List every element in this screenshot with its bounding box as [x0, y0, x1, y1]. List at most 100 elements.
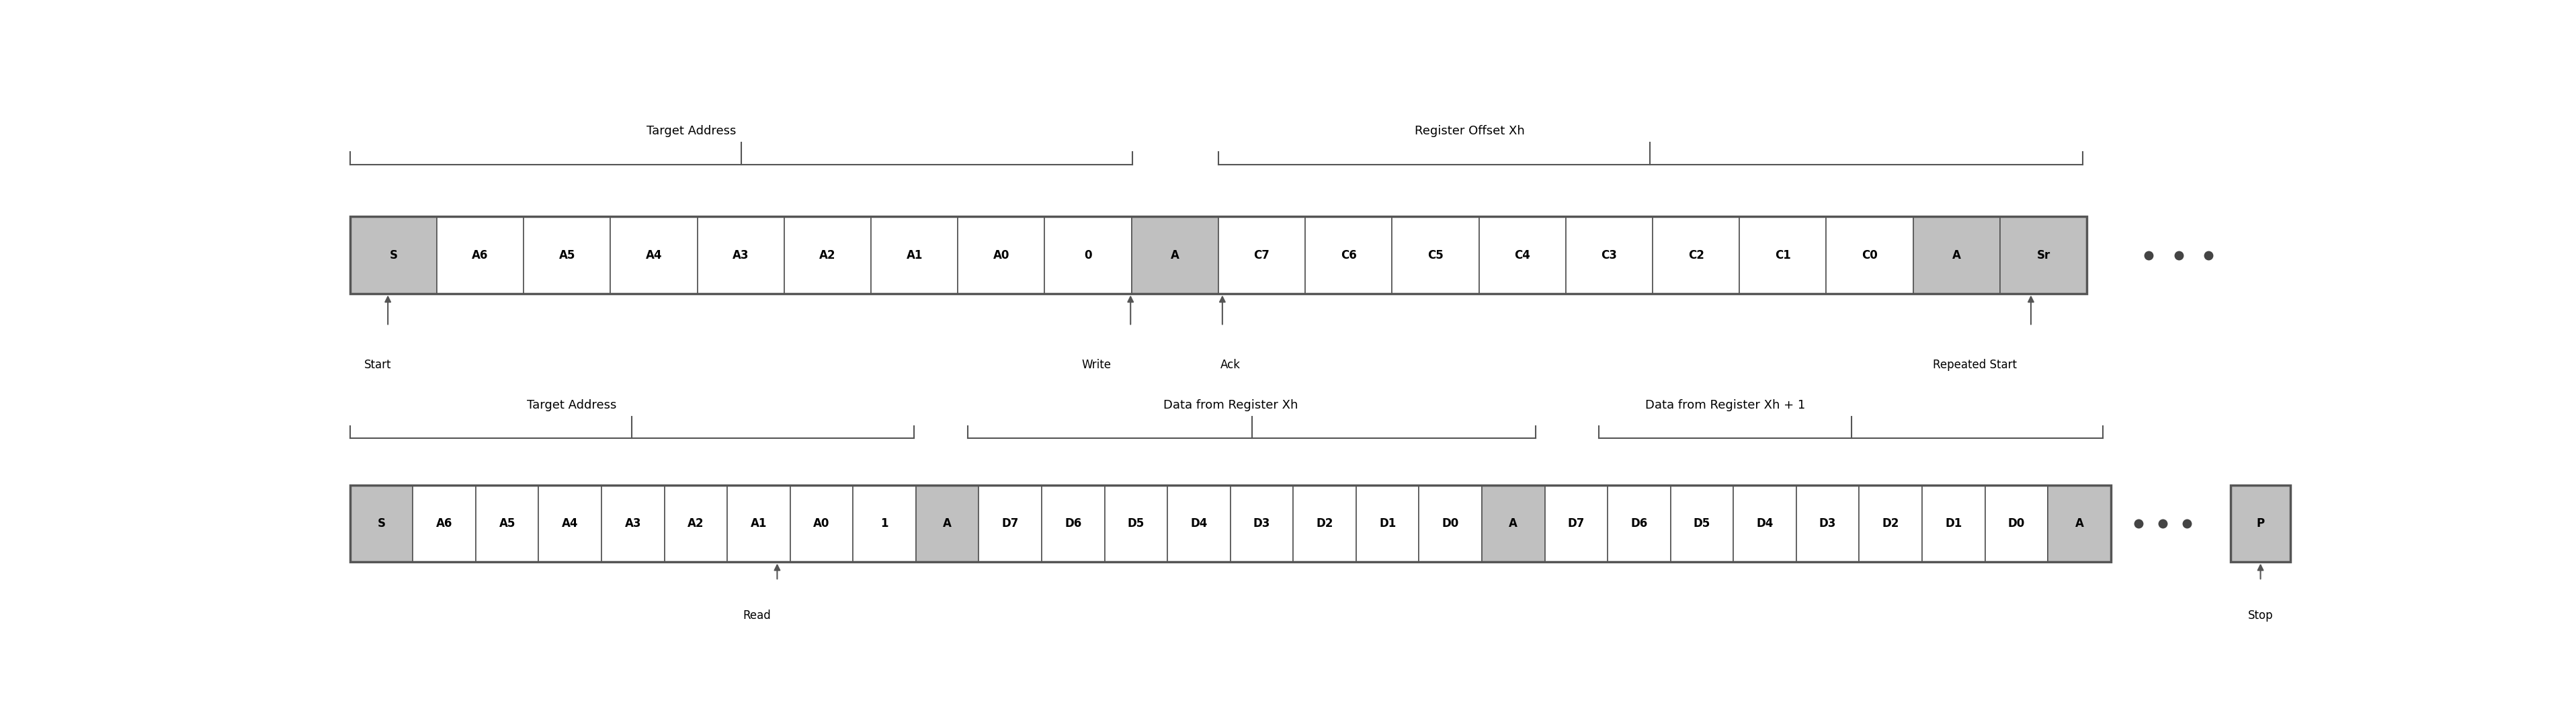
Bar [917, 485, 979, 562]
Text: A6: A6 [471, 249, 489, 261]
Text: Data from Register Xh: Data from Register Xh [1162, 399, 1298, 411]
Bar [1566, 217, 1654, 294]
Bar [1046, 217, 1131, 294]
Bar [791, 485, 853, 562]
Bar [1999, 217, 2087, 294]
Text: Start: Start [363, 359, 392, 371]
Bar [2231, 485, 2290, 562]
Text: A3: A3 [626, 517, 641, 530]
Bar [1922, 485, 1986, 562]
Text: A1: A1 [750, 517, 768, 530]
Text: Repeated Start: Repeated Start [1932, 359, 2017, 371]
Text: D5: D5 [1128, 517, 1144, 530]
Text: D2: D2 [1883, 517, 1899, 530]
Bar [611, 217, 698, 294]
Text: A: A [2076, 517, 2084, 530]
Bar [350, 217, 438, 294]
Bar [438, 217, 523, 294]
Bar [2048, 485, 2110, 562]
Text: Sr: Sr [2038, 249, 2050, 261]
Text: A2: A2 [819, 249, 835, 261]
Bar [1654, 217, 1739, 294]
Bar [1479, 217, 1566, 294]
Text: A0: A0 [814, 517, 829, 530]
Bar [350, 485, 2110, 562]
Bar [1391, 217, 1479, 294]
Text: A: A [1170, 249, 1180, 261]
Text: A3: A3 [732, 249, 750, 261]
Text: Write: Write [1082, 359, 1110, 371]
Text: D2: D2 [1316, 517, 1334, 530]
Text: D0: D0 [2007, 517, 2025, 530]
Text: D6: D6 [1064, 517, 1082, 530]
Bar [1231, 485, 1293, 562]
Bar [871, 217, 958, 294]
Text: C0: C0 [1862, 249, 1878, 261]
Text: C6: C6 [1340, 249, 1358, 261]
Text: A5: A5 [500, 517, 515, 530]
Text: C7: C7 [1255, 249, 1270, 261]
Text: C4: C4 [1515, 249, 1530, 261]
Bar [1607, 485, 1672, 562]
Text: D7: D7 [1569, 517, 1584, 530]
Bar [783, 217, 871, 294]
Text: Read: Read [744, 610, 770, 622]
Text: D3: D3 [1819, 517, 1837, 530]
Text: D4: D4 [1757, 517, 1772, 530]
Text: C1: C1 [1775, 249, 1790, 261]
Text: D3: D3 [1255, 517, 1270, 530]
Text: C5: C5 [1427, 249, 1443, 261]
Text: Data from Register Xh + 1: Data from Register Xh + 1 [1646, 399, 1806, 411]
Text: Target Address: Target Address [647, 125, 737, 137]
Text: A0: A0 [994, 249, 1010, 261]
Bar [1914, 217, 1999, 294]
Text: A1: A1 [907, 249, 922, 261]
Text: C3: C3 [1602, 249, 1618, 261]
Text: A6: A6 [435, 517, 453, 530]
Text: A: A [943, 517, 951, 530]
Text: A4: A4 [562, 517, 577, 530]
Bar [1795, 485, 1860, 562]
Bar [853, 485, 917, 562]
Bar [1131, 217, 1218, 294]
Text: Register Offset Xh: Register Offset Xh [1414, 125, 1525, 137]
Text: A: A [1953, 249, 1960, 261]
Bar [1355, 485, 1419, 562]
Text: D4: D4 [1190, 517, 1208, 530]
Bar [1306, 217, 1391, 294]
Text: D7: D7 [1002, 517, 1018, 530]
Text: 0: 0 [1084, 249, 1092, 261]
Text: Ack: Ack [1221, 359, 1242, 371]
Bar [1546, 485, 1607, 562]
Bar [698, 217, 783, 294]
Bar [1293, 485, 1355, 562]
Bar [1734, 485, 1795, 562]
Bar [1672, 485, 1734, 562]
Text: Target Address: Target Address [526, 399, 616, 411]
Bar [603, 485, 665, 562]
Bar [1739, 217, 1826, 294]
Bar [1041, 485, 1105, 562]
Text: P: P [2257, 517, 2264, 530]
Bar [523, 217, 611, 294]
Bar [1105, 485, 1167, 562]
Bar [1419, 485, 1481, 562]
Bar [979, 485, 1041, 562]
Text: A2: A2 [688, 517, 703, 530]
Text: D1: D1 [1378, 517, 1396, 530]
Text: D0: D0 [1443, 517, 1458, 530]
Bar [1986, 485, 2048, 562]
Bar [412, 485, 477, 562]
Text: 1: 1 [881, 517, 889, 530]
Text: Stop: Stop [2249, 610, 2272, 622]
Bar [1826, 217, 1914, 294]
Bar [350, 485, 412, 562]
Bar [1860, 485, 1922, 562]
Bar [665, 485, 726, 562]
Text: A: A [1510, 517, 1517, 530]
Bar [350, 217, 2087, 294]
Text: S: S [389, 249, 397, 261]
Text: D5: D5 [1692, 517, 1710, 530]
Text: A5: A5 [559, 249, 574, 261]
Text: D6: D6 [1631, 517, 1649, 530]
